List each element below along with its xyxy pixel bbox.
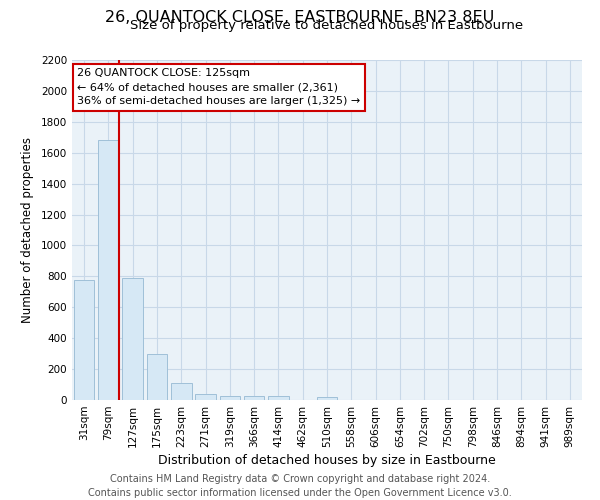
Bar xyxy=(122,278,143,400)
Bar xyxy=(98,140,119,400)
Bar xyxy=(220,396,240,400)
Bar xyxy=(74,280,94,400)
Bar xyxy=(146,354,167,400)
Text: 26 QUANTOCK CLOSE: 125sqm
← 64% of detached houses are smaller (2,361)
36% of se: 26 QUANTOCK CLOSE: 125sqm ← 64% of detac… xyxy=(77,68,361,106)
Text: 26, QUANTOCK CLOSE, EASTBOURNE, BN23 8EU: 26, QUANTOCK CLOSE, EASTBOURNE, BN23 8EU xyxy=(106,10,494,25)
Bar xyxy=(268,396,289,400)
Text: Contains HM Land Registry data © Crown copyright and database right 2024.
Contai: Contains HM Land Registry data © Crown c… xyxy=(88,474,512,498)
Bar xyxy=(195,394,216,400)
X-axis label: Distribution of detached houses by size in Eastbourne: Distribution of detached houses by size … xyxy=(158,454,496,467)
Bar xyxy=(171,383,191,400)
Bar xyxy=(244,396,265,400)
Y-axis label: Number of detached properties: Number of detached properties xyxy=(21,137,34,323)
Bar xyxy=(317,397,337,400)
Title: Size of property relative to detached houses in Eastbourne: Size of property relative to detached ho… xyxy=(130,20,524,32)
